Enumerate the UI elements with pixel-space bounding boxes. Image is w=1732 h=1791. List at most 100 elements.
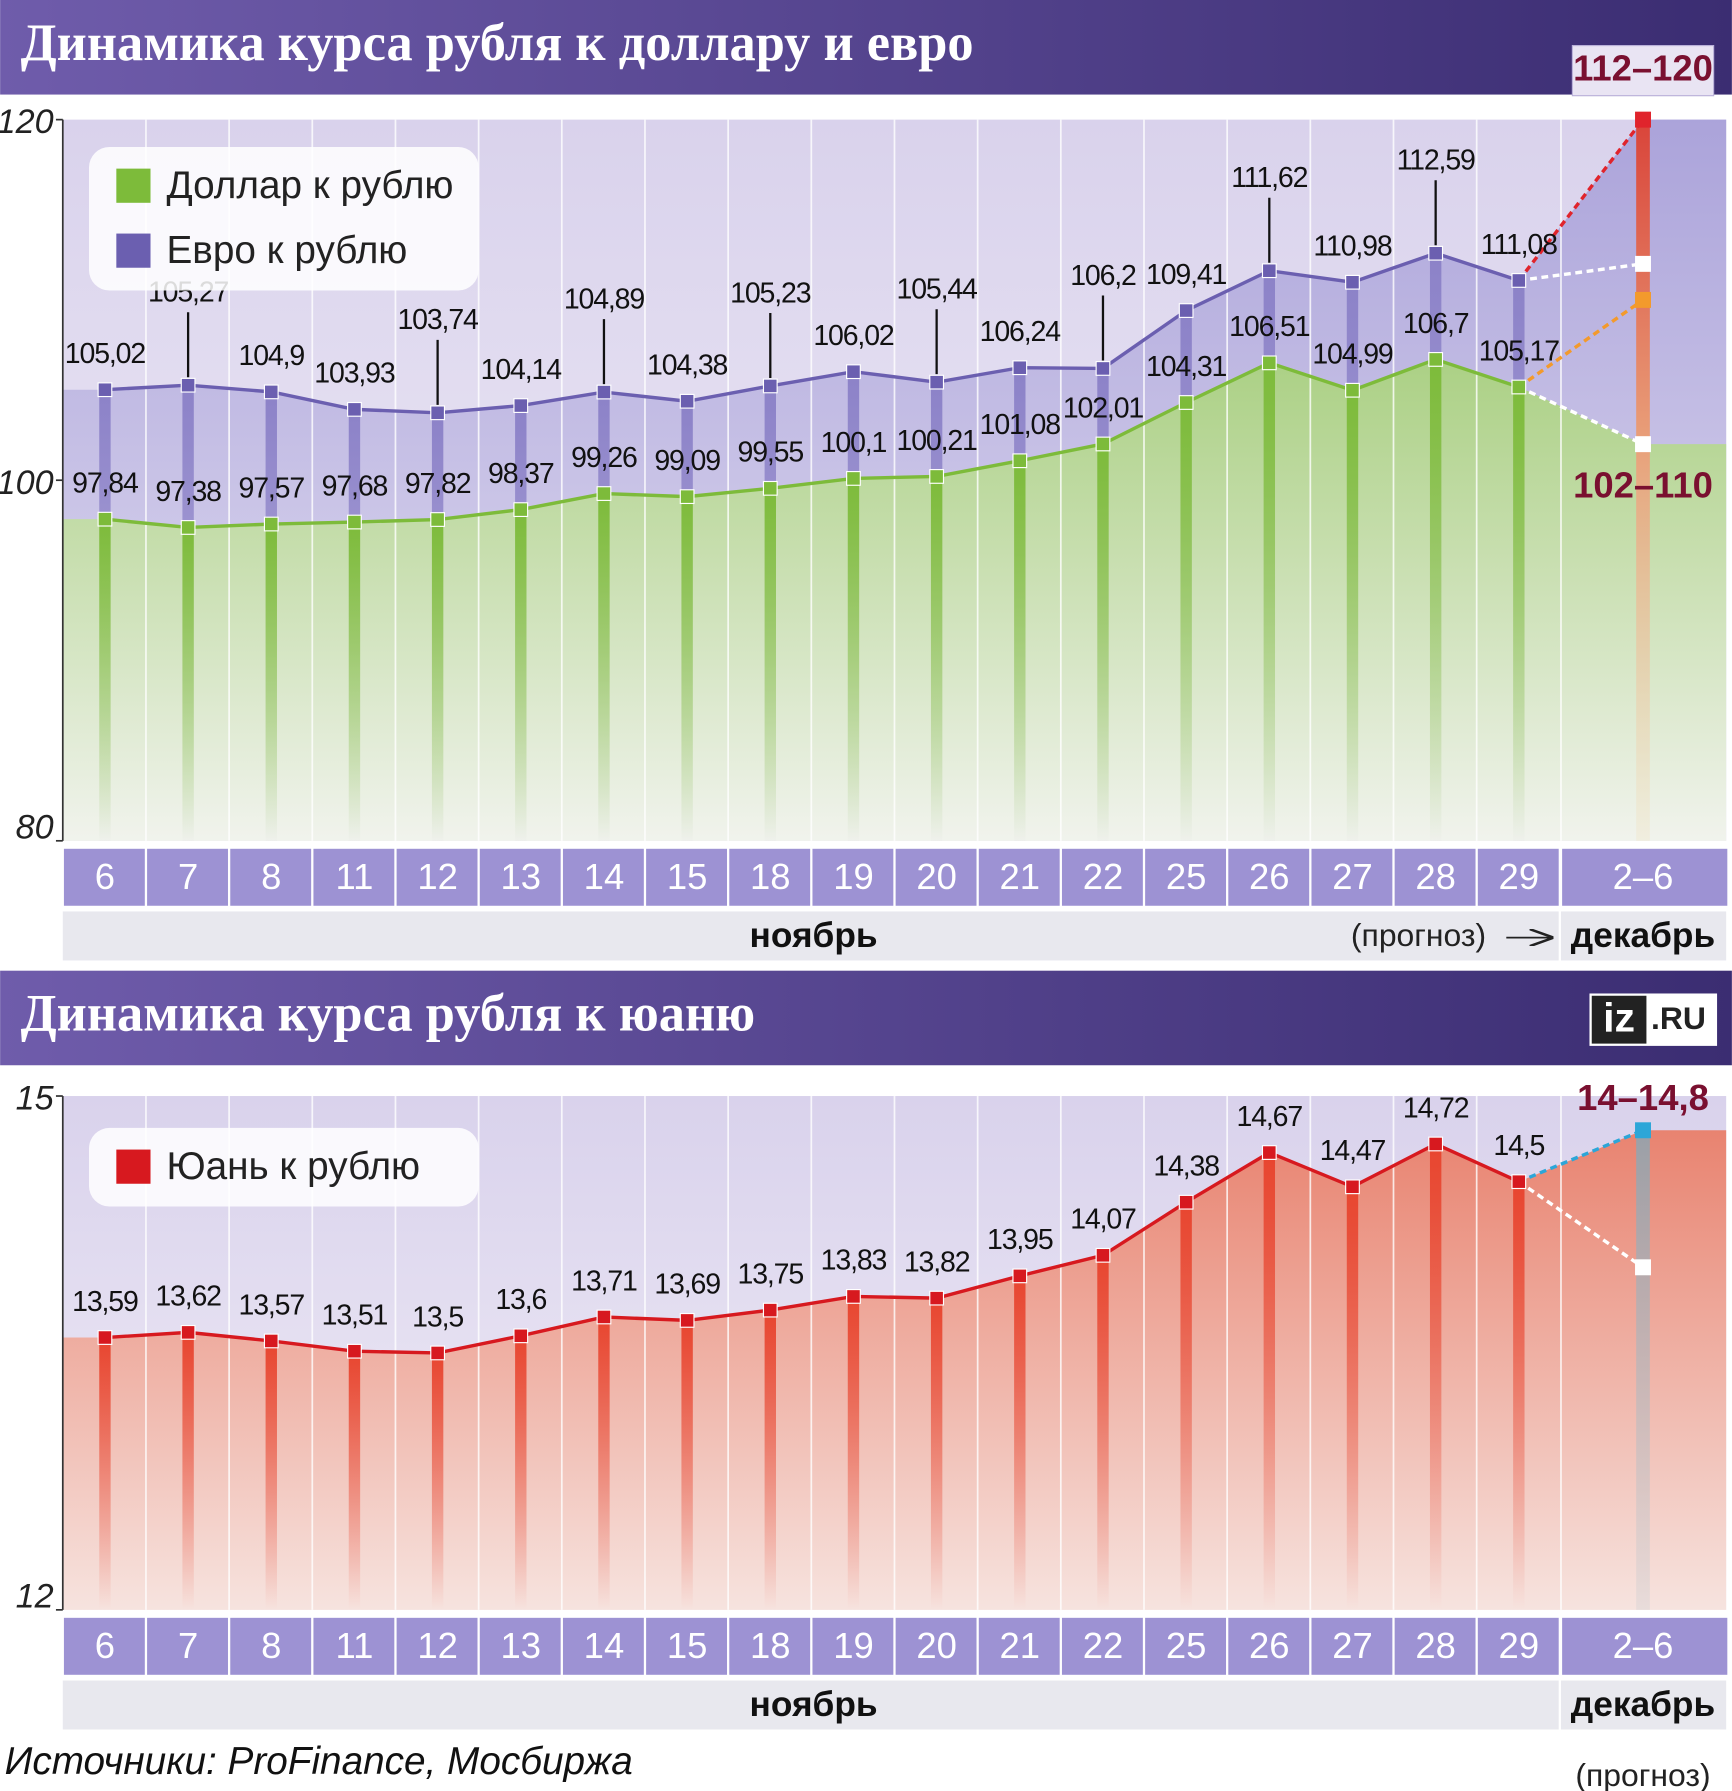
x-tick-label: 27	[1332, 856, 1373, 897]
forecast-low-marker	[1635, 1259, 1651, 1276]
category-cell	[230, 848, 312, 906]
point	[1428, 352, 1444, 367]
value-label: 14,07	[1070, 1204, 1136, 1236]
stem	[764, 488, 776, 841]
forecast-line-low	[1518, 262, 1644, 283]
category-cell	[646, 848, 728, 906]
month-label: ноябрь	[750, 1685, 878, 1724]
category-cell	[63, 1617, 145, 1675]
point	[1012, 453, 1028, 469]
title-bar	[0, 970, 1732, 1066]
title-bar	[0, 0, 1732, 95]
chart-title: Динамика курса рубля к юаню	[21, 985, 756, 1043]
value-label: 104,99	[1312, 339, 1393, 371]
value-label: 13,82	[904, 1246, 970, 1278]
point	[1261, 1145, 1277, 1160]
point	[97, 1330, 113, 1345]
legend-label: Доллар к рублю	[166, 164, 453, 207]
category-cell	[895, 848, 977, 906]
category-cell	[313, 1617, 395, 1675]
value-label: 97,57	[239, 472, 305, 504]
value-label: 97,82	[405, 468, 471, 500]
value-label: 106,02	[813, 320, 894, 352]
point	[846, 1289, 861, 1304]
x-tick-label: 8	[261, 856, 281, 897]
chart-title: Динамика курса рубля к доллару и евро	[21, 14, 974, 72]
point	[1012, 1268, 1028, 1284]
point	[1345, 382, 1360, 398]
legend-swatch	[116, 233, 151, 268]
value-label: 105,02	[65, 338, 146, 370]
x-tick-label: 18	[750, 856, 791, 897]
point	[929, 374, 945, 390]
category-cell	[479, 1617, 561, 1675]
x-tick-label: 19	[833, 1625, 874, 1666]
value-label: 13,83	[821, 1245, 887, 1277]
category-cell	[1477, 1617, 1559, 1675]
x-tick-label: 15	[667, 1625, 708, 1666]
value-label: 97,84	[72, 468, 138, 500]
category-cell	[1562, 1617, 1728, 1675]
value-label: 99,26	[571, 442, 637, 474]
stem	[348, 1351, 361, 1610]
value-label: 97,68	[322, 470, 388, 502]
point	[1428, 245, 1444, 261]
logo-mark	[1591, 995, 1647, 1044]
value-label: 104,89	[564, 283, 645, 315]
value-label: 110,98	[1313, 231, 1391, 263]
point	[596, 1309, 612, 1325]
category-cell	[147, 848, 228, 906]
category-cell	[562, 1617, 644, 1675]
stem	[265, 1340, 277, 1610]
category-cell	[1562, 848, 1728, 906]
point	[430, 512, 446, 527]
value-label: 97,38	[155, 476, 221, 508]
category-cell	[479, 848, 561, 906]
legend-label: Юань к рублю	[166, 1145, 420, 1188]
value-label: 13,5	[412, 1301, 463, 1333]
series-line	[104, 251, 1520, 415]
category-cell	[1228, 848, 1310, 906]
x-tick-label: 28	[1415, 1625, 1456, 1666]
stem	[598, 1316, 610, 1610]
forecast-high-marker	[1635, 111, 1651, 128]
value-label: 106,51	[1229, 311, 1310, 343]
point	[347, 1343, 362, 1359]
x-tick-label: 7	[178, 856, 198, 897]
forecast-label: 112–120	[1573, 47, 1713, 88]
x-tick-label: 15	[667, 856, 708, 897]
x-tick-label: 21	[1000, 1625, 1041, 1666]
x-tick-label: 13	[501, 1625, 542, 1666]
point	[263, 1333, 279, 1349]
forecast-high-marker	[1635, 291, 1651, 308]
stem	[1180, 402, 1192, 841]
stem	[431, 519, 444, 841]
x-tick-label: 26	[1249, 856, 1290, 897]
legend-box	[88, 1127, 479, 1207]
value-label: 14,5	[1493, 1130, 1544, 1162]
value-label: 13,6	[495, 1284, 546, 1316]
stem	[1097, 443, 1109, 841]
value-label: 111,62	[1231, 162, 1307, 194]
x-tick-label: 26	[1249, 1625, 1290, 1666]
point	[180, 520, 196, 535]
legend-swatch	[116, 1149, 151, 1184]
value-label: 14,38	[1153, 1151, 1219, 1183]
point	[679, 489, 695, 505]
stem	[681, 496, 693, 841]
month-row	[62, 1680, 1559, 1730]
x-tick-label: 6	[95, 856, 115, 897]
forecast-note: (прогноз)	[1351, 917, 1486, 953]
stem	[930, 1298, 943, 1610]
logo-text: iz	[1603, 995, 1635, 1041]
value-label: 111,08	[1481, 229, 1557, 261]
x-tick-label: 25	[1166, 1625, 1207, 1666]
value-label: 13,57	[239, 1289, 305, 1321]
x-tick-label: 22	[1083, 856, 1124, 897]
point	[596, 486, 612, 501]
category-cell	[1394, 1617, 1476, 1675]
value-label: 100,1	[821, 427, 887, 459]
value-label: 14,72	[1403, 1092, 1469, 1124]
forecast-label: 102–110	[1573, 464, 1713, 505]
category-cell	[1145, 848, 1227, 906]
